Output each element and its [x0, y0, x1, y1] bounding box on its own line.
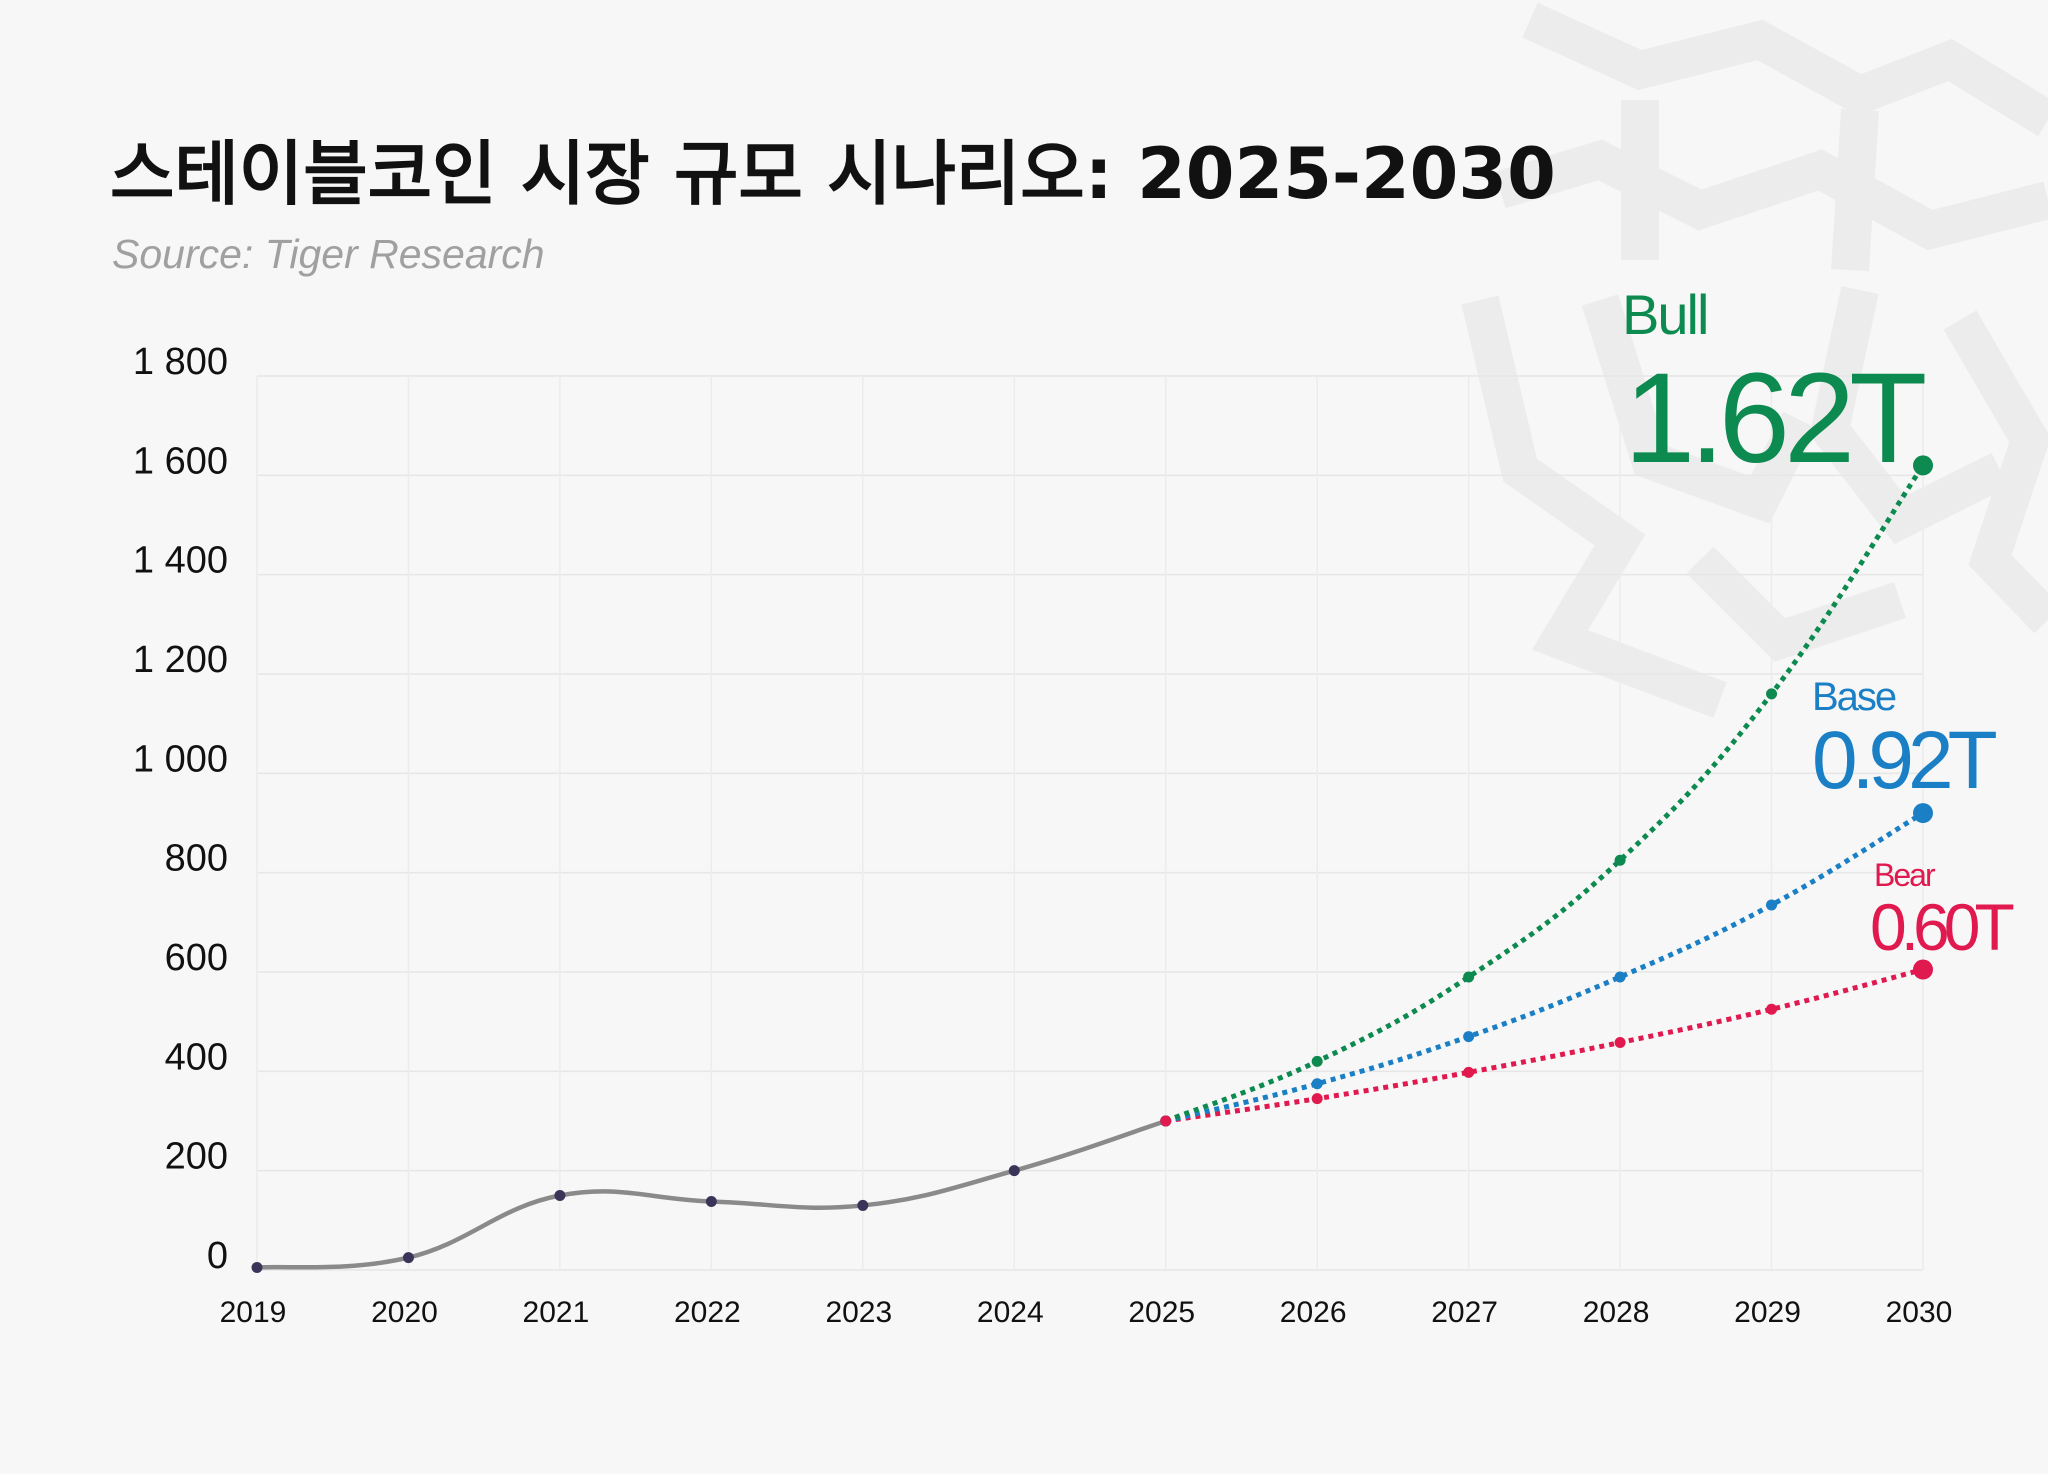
data-point-bull — [1913, 455, 1933, 476]
x-tick-label: 2021 — [523, 1296, 590, 1329]
x-tick-label: 2028 — [1583, 1296, 1650, 1329]
y-tick-label: 1 800 — [133, 341, 228, 383]
x-tick-label: 2020 — [371, 1296, 438, 1329]
data-point-bear — [1463, 1066, 1475, 1078]
axes: 0 200 400 600 800 1 000 1 200 1 400 1 600 1 800 20… — [133, 341, 1952, 1329]
annotation-label-bear: Bear — [1874, 857, 1936, 893]
data-point-bull — [1614, 854, 1626, 866]
y-tick-label: 600 — [165, 937, 228, 979]
chart-source: Source: Tiger Research — [112, 231, 545, 277]
chart-title: 스테이블코인 시장 규모 시나리오: 2025-2030 — [110, 133, 1556, 215]
x-tick-label: 2025 — [1128, 1296, 1195, 1329]
data-point-historical — [705, 1195, 717, 1207]
data-point-base — [1463, 1031, 1475, 1043]
data-point-base — [1913, 803, 1933, 824]
y-tick-label: 800 — [165, 838, 228, 880]
series-line-bear — [1165, 967, 1924, 1124]
data-point-bull — [1766, 688, 1778, 700]
x-tick-label: 2023 — [825, 1296, 892, 1329]
x-tick-label: 2026 — [1280, 1296, 1347, 1329]
y-tick-label: 1 000 — [133, 738, 228, 780]
data-point-bear — [1311, 1093, 1323, 1105]
x-tick-label: 2029 — [1734, 1296, 1801, 1329]
y-tick-label: 1 200 — [133, 639, 228, 681]
y-tick-label: 200 — [165, 1136, 228, 1178]
data-point-bull — [1311, 1055, 1323, 1067]
x-tick-label: 2019 — [220, 1296, 287, 1329]
annotation-value-bear: 0.60T — [1870, 890, 2013, 964]
data-point-historical — [857, 1199, 869, 1211]
data-point-historical — [402, 1252, 414, 1264]
x-tick-label: 2024 — [977, 1296, 1044, 1329]
x-tick-label: 2030 — [1886, 1296, 1953, 1329]
data-point-historical — [251, 1262, 263, 1274]
data-point-bear — [1913, 959, 1933, 980]
y-tick-label: 1 600 — [133, 440, 228, 482]
annotation-value-base: 0.92T — [1812, 715, 1997, 806]
y-tick-label: 1 400 — [133, 540, 228, 582]
series-line-bull — [1164, 464, 1926, 1124]
data-point-bear — [1160, 1115, 1172, 1127]
gridlines — [256, 375, 1924, 1271]
data-point-bull — [1463, 971, 1475, 983]
x-tick-label: 2027 — [1431, 1296, 1498, 1329]
data-point-base — [1311, 1078, 1323, 1090]
data-point-historical — [1008, 1165, 1020, 1177]
series-lines — [254, 464, 1926, 1270]
annotation-label-bull: Bull — [1622, 283, 1707, 346]
data-point-bear — [1766, 1003, 1778, 1015]
y-tick-label: 0 — [207, 1235, 228, 1277]
x-tick-label: 2022 — [674, 1296, 741, 1329]
data-point-historical — [554, 1190, 566, 1201]
y-tick-label: 400 — [165, 1036, 228, 1078]
data-point-base — [1766, 899, 1778, 911]
data-point-base — [1614, 971, 1626, 983]
data-points — [251, 455, 1933, 1274]
series-line-base — [1165, 810, 1925, 1124]
annotation-label-base: Base — [1812, 675, 1896, 719]
annotation-value-bull: 1.62T — [1624, 347, 1925, 490]
data-point-bear — [1614, 1037, 1626, 1049]
